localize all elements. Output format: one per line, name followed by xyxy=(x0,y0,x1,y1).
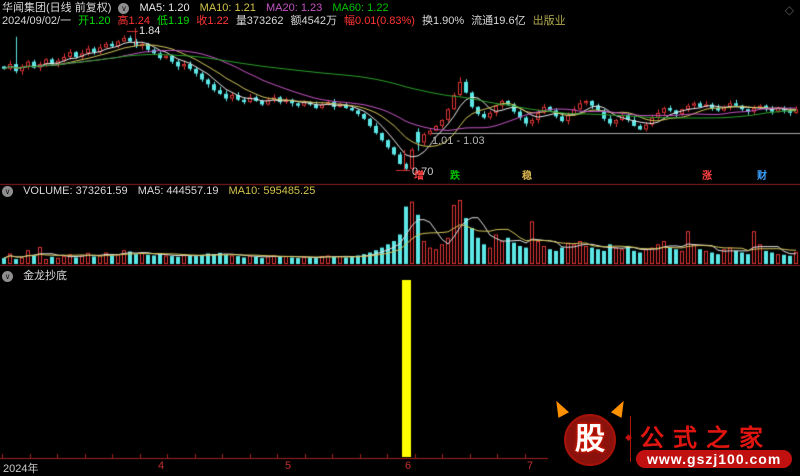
brand-name: 公式之家 xyxy=(640,426,772,452)
logo-stock-char: 股 xyxy=(575,423,605,456)
collapse-volume-icon[interactable]: ∨ xyxy=(2,185,13,197)
info-segment: 低1.19 xyxy=(156,15,190,27)
brand-url: www.gszj100.com xyxy=(636,450,793,468)
time-axis[interactable]: 2024年 4 5 6 7 xyxy=(0,460,800,475)
volume-header: ∨ VOLUME: 373261.59 MA5: 444557.19 MA10:… xyxy=(2,185,322,198)
info-segment: 流通19.6亿 xyxy=(471,15,526,27)
info-segment: 换1.90% xyxy=(421,15,465,27)
info-segment: 出版业 xyxy=(532,15,566,27)
event-marker[interactable]: 涨 xyxy=(702,171,712,182)
info-segment: 开1.20 xyxy=(78,15,111,27)
support-range-label: 1.01 - 1.03 xyxy=(432,135,485,147)
collapse-indicator-icon[interactable]: ∨ xyxy=(2,270,13,282)
logo-diamond-icon: ◆ xyxy=(625,432,632,442)
watermark-logo: 股 ◆ 公式之家 www.gszj100.com xyxy=(548,388,798,474)
info-segment: 额4542万 xyxy=(290,15,338,27)
low-price-label: 0.70 xyxy=(412,166,434,178)
info-segment: 收1.22 xyxy=(196,15,229,27)
volume-ma10-label: MA10: 595485.25 xyxy=(228,185,316,197)
year-label: 2024年 xyxy=(3,463,39,475)
month-label: 6 xyxy=(405,460,412,472)
stock-title: 华闻集团(日线 前复权) xyxy=(2,2,112,14)
logo-circle: 股 xyxy=(564,414,616,466)
month-label: 5 xyxy=(285,460,292,472)
bull-horn-right-icon xyxy=(610,398,630,418)
info-segment: 2024/09/02/一 xyxy=(2,15,72,27)
bull-horn-left-icon xyxy=(550,398,570,418)
info-segment: 幅0.01(0.83%) xyxy=(344,15,415,27)
info-segment: 量373262 xyxy=(235,15,284,27)
ma5-label: MA5: 1.20 xyxy=(139,2,190,14)
collapse-main-icon[interactable]: ∨ xyxy=(118,2,130,14)
ma20-label: MA20: 1.23 xyxy=(265,2,323,14)
ma60-label: MA60: 1.22 xyxy=(332,2,389,14)
event-marker[interactable]: 稳 xyxy=(522,171,532,182)
ma10-label: MA10: 1.21 xyxy=(199,2,256,14)
event-marker[interactable]: 增 xyxy=(414,171,424,182)
daily-info-row: 2024/09/02/一 开1.20 高1.24 低1.19 收1.22 量373262 额… xyxy=(2,15,573,28)
event-marker[interactable]: 财 xyxy=(757,171,767,182)
month-label: 7 xyxy=(527,460,534,472)
logo-divider xyxy=(630,416,631,462)
volume-value-label: VOLUME: 373261.59 xyxy=(23,185,128,197)
month-label: 4 xyxy=(158,460,165,472)
window-diamond-icon[interactable]: ◇ xyxy=(784,3,794,17)
peak-price-label: 1.84 xyxy=(139,25,161,37)
indicator-header: ∨ 金龙抄底 xyxy=(2,270,74,283)
volume-ma5-label: MA5: 444557.19 xyxy=(137,185,219,197)
indicator-title: 金龙抄底 xyxy=(23,270,68,282)
event-marker[interactable]: 跌 xyxy=(450,171,460,182)
info-segment: 高1.24 xyxy=(117,15,150,27)
header-bar: 华闻集团(日线 前复权) ∨ MA5: 1.20 MA10: 1.21 MA20:… xyxy=(2,2,396,15)
